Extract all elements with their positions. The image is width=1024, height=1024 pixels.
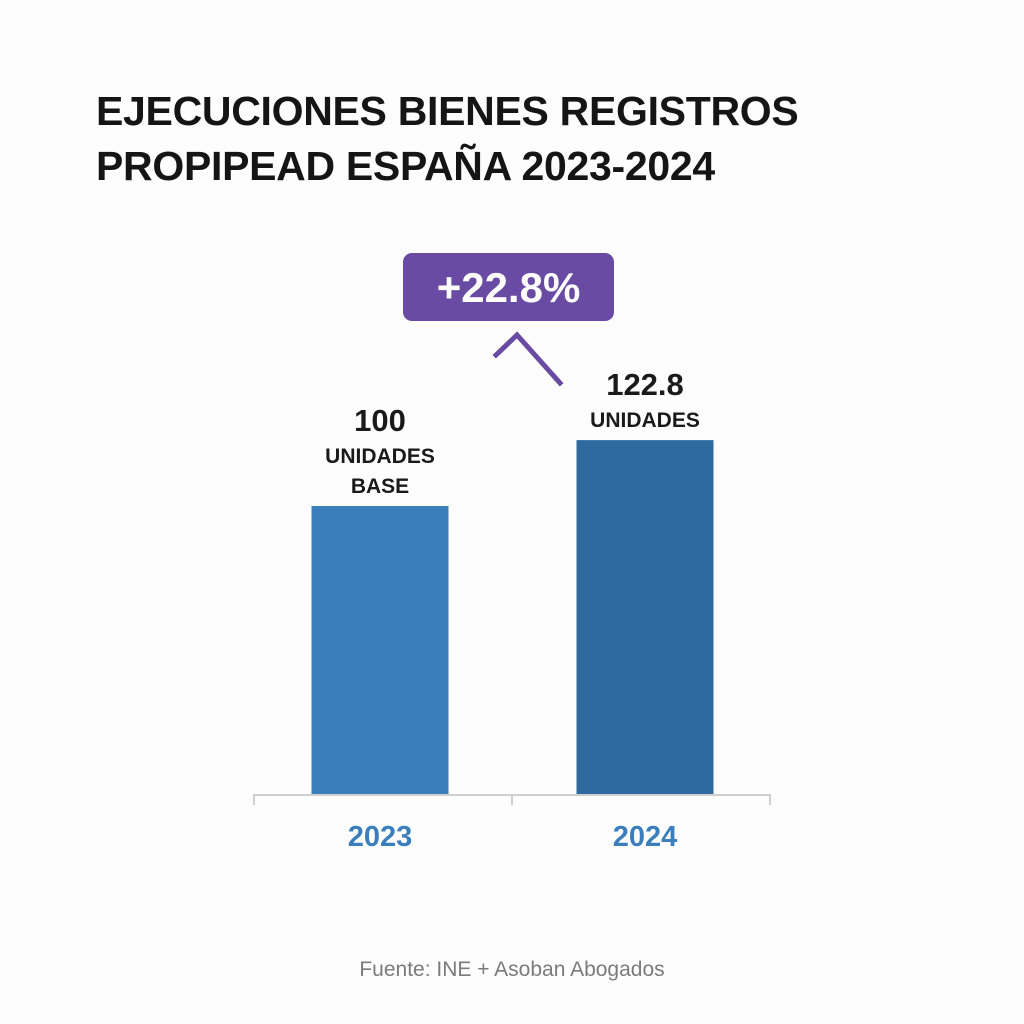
x-tick-label-2023: 2023 xyxy=(348,821,413,853)
trend-arrow xyxy=(492,331,564,387)
x-tick-label-2024: 2024 xyxy=(613,821,678,853)
chart-title: EJECUCIONES BIENES REGISTROS PROPIPEAD E… xyxy=(96,84,956,194)
value-label-2023: 100 xyxy=(354,403,406,438)
bar-2023 xyxy=(311,506,449,795)
value-unit-2023-2: BASE xyxy=(351,475,409,498)
value-unit-2023-1: UNIDADES xyxy=(325,445,435,468)
value-unit-2024-1: UNIDADES xyxy=(590,409,700,432)
title-line-1: EJECUCIONES BIENES REGISTROS xyxy=(96,88,799,134)
growth-badge xyxy=(403,253,614,321)
source-note: Fuente: INE + Asoban Abogados xyxy=(359,958,665,981)
value-label-2024: 122.8 xyxy=(606,367,684,402)
title-line-2: PROPIPEAD ESPAÑA 2023-2024 xyxy=(96,143,715,189)
growth-badge-label: +22.8% xyxy=(437,264,581,311)
bar-2024 xyxy=(576,440,714,795)
